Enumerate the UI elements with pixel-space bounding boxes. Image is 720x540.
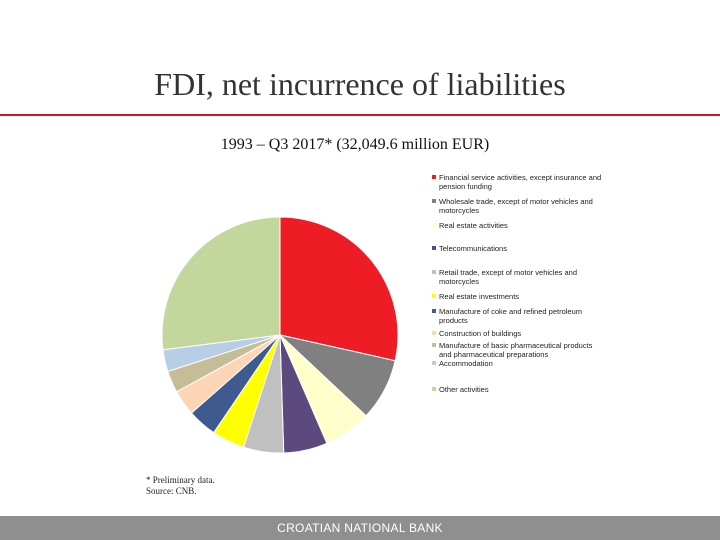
preliminary-note: * Preliminary data.	[146, 475, 215, 485]
legend-item-manufacture-of-coke-and-refined-petroleum-products: Manufacture of coke and refined petroleu…	[432, 307, 604, 325]
legend-label: Manufacture of coke and refined petroleu…	[439, 307, 583, 325]
legend-item-construction-of-buildings: Construction of buildings	[432, 329, 604, 338]
legend-label: Real estate activities	[439, 221, 508, 230]
legend-label: Construction of buildings	[439, 329, 522, 338]
legend-swatch	[432, 387, 436, 391]
chart-subtitle: 1993 – Q3 2017* (32,049.6 million EUR)	[220, 136, 490, 153]
legend-item-telecommunications: Telecommunications	[432, 244, 604, 253]
legend-label: Retail trade, except of motor vehicles a…	[439, 268, 577, 286]
legend-item-other-activities: Other activities	[432, 385, 604, 394]
legend-swatch	[432, 175, 436, 179]
page-title: FDI, net incurrence of liabilities	[154, 66, 566, 102]
legend-item-real-estate-investments: Real estate investments	[432, 292, 604, 301]
legend-swatch	[432, 309, 436, 313]
legend-swatch	[432, 343, 436, 347]
legend-item-retail-trade-except-of-motor-vehicles-and-motorcycles: Retail trade, except of motor vehicles a…	[432, 268, 604, 286]
legend-swatch	[432, 294, 436, 298]
legend-item-financial-service-activities-except-insurance-and-pension-funding: Financial service activities, except ins…	[432, 173, 604, 191]
legend-label: Other activities	[439, 385, 489, 394]
legend-label: Accommodation	[439, 359, 493, 368]
legend-label: Real estate investments	[439, 292, 520, 301]
source-note: Source: CNB.	[146, 486, 197, 496]
legend-swatch	[432, 246, 436, 250]
legend-swatch	[432, 223, 436, 227]
title-divider	[0, 114, 720, 116]
pie-slice-other-activities	[161, 216, 281, 351]
legend-label: Telecommunications	[439, 244, 507, 253]
legend-label: Wholesale trade, except of motor vehicle…	[439, 197, 593, 215]
legend-swatch	[432, 361, 436, 365]
pie-slice-financial-service-activities-except-insurance-and-pension-funding	[279, 216, 399, 362]
legend-item-manufacture-of-basic-pharmaceutical-products-and-pharmaceutical-preparations: Manufacture of basic pharmaceutical prod…	[432, 341, 604, 359]
legend-label: Manufacture of basic pharmaceutical prod…	[439, 341, 593, 359]
legend-item-accommodation: Accommodation	[432, 359, 604, 368]
footer-text: CROATIAN NATIONAL BANK	[277, 521, 443, 535]
footnotes: * Preliminary data. Source: CNB.	[146, 475, 215, 497]
footer-bar: CROATIAN NATIONAL BANK	[0, 516, 720, 540]
legend-item-wholesale-trade-except-of-motor-vehicles-and-motorcycles: Wholesale trade, except of motor vehicle…	[432, 197, 604, 215]
legend-swatch	[432, 270, 436, 274]
legend-swatch	[432, 199, 436, 203]
legend-label: Financial service activities, except ins…	[439, 173, 602, 191]
chart-legend: Financial service activities, except ins…	[432, 173, 604, 394]
legend-item-real-estate-activities: Real estate activities	[432, 221, 604, 230]
legend-swatch	[432, 331, 436, 335]
